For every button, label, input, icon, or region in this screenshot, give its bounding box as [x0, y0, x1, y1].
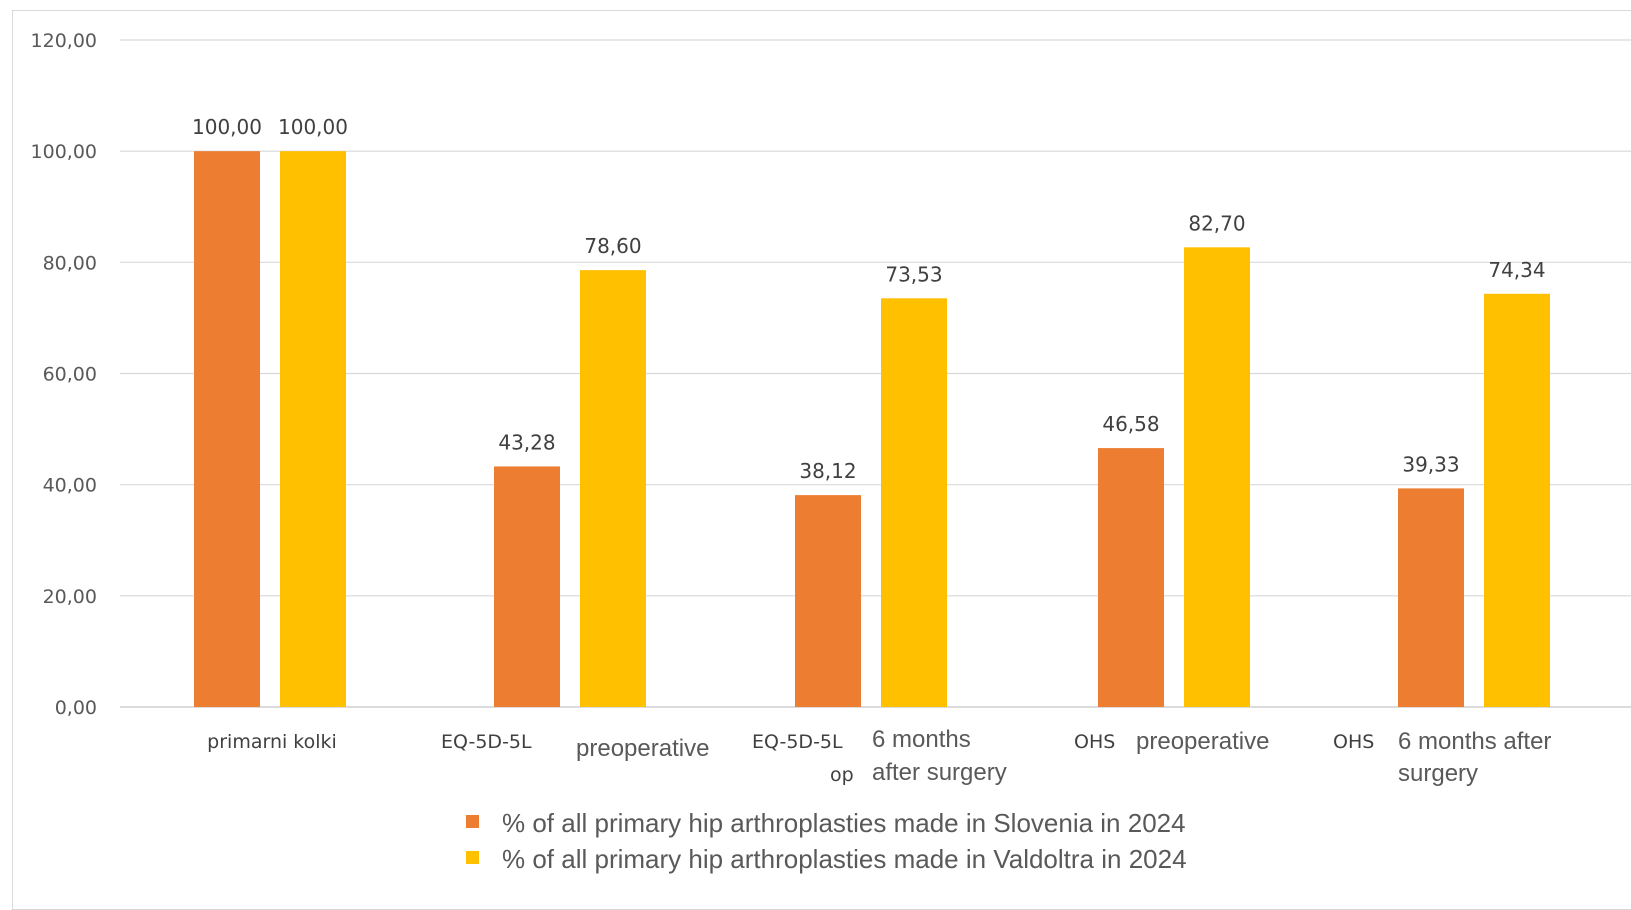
legend-label: % of all primary hip arthroplasties made…: [502, 808, 1186, 838]
bar-slovenia: [494, 466, 560, 707]
legend: % of all primary hip arthroplasties made…: [466, 808, 1187, 874]
data-label: 73,53: [885, 262, 942, 286]
y-tick-label: 60,00: [43, 364, 97, 386]
bar-valdoltra: [881, 298, 947, 707]
category-sublabel: surgery: [1398, 760, 1478, 787]
legend-label: % of all primary hip arthroplasties made…: [502, 844, 1187, 874]
y-tick-label: 20,00: [43, 586, 97, 608]
data-label: 43,28: [498, 430, 555, 454]
category-sublabel: preoperative: [1136, 728, 1269, 755]
bar-valdoltra: [1184, 247, 1250, 707]
gridlines: [120, 39, 1631, 708]
y-tick-label: 80,00: [43, 252, 97, 274]
legend-swatch: [466, 851, 479, 864]
bar-valdoltra: [1484, 293, 1550, 707]
category-sublabel: after surgery: [872, 759, 1007, 786]
data-label: 78,60: [584, 234, 641, 258]
category-sublabel: 6 months after: [1398, 728, 1551, 755]
y-tick-label: 0,00: [55, 697, 97, 719]
bar-slovenia: [194, 151, 260, 707]
bar-slovenia: [1398, 488, 1464, 707]
data-label: 82,70: [1188, 211, 1245, 235]
category-label: op: [830, 764, 854, 786]
data-label: 74,34: [1488, 258, 1545, 282]
y-tick-label: 40,00: [43, 475, 97, 497]
bar-slovenia: [1098, 448, 1164, 707]
category-sublabel: 6 months: [872, 726, 971, 753]
data-label: 39,33: [1402, 452, 1459, 476]
bar-valdoltra: [280, 151, 346, 707]
category-sublabel: preoperative: [576, 735, 709, 762]
data-label: 100,00: [192, 115, 262, 139]
category-label: OHS: [1074, 731, 1115, 753]
x-axis-categories: primarni kolki EQ-5D-5L preoperative EQ-5D-…: [207, 726, 1551, 787]
data-labels: 100,00 43,28 38,12 46,58 39,33 100,00 78,60 73,…: [192, 115, 1546, 483]
y-tick-label: 100,00: [31, 141, 97, 163]
data-label: 38,12: [799, 459, 856, 483]
bar-slovenia: [795, 495, 861, 707]
data-label: 100,00: [278, 115, 348, 139]
category-label: EQ-5D-5L: [441, 731, 532, 753]
y-axis: 0,00 20,00 40,00 60,00 80,00 100,00 120,00: [31, 30, 97, 719]
legend-swatch: [466, 815, 479, 828]
y-tick-label: 120,00: [31, 30, 97, 52]
category-label: primarni kolki: [207, 731, 337, 753]
bars: [194, 151, 1550, 707]
bar-valdoltra: [580, 270, 646, 707]
category-label: EQ-5D-5L: [752, 731, 843, 753]
category-label: OHS: [1333, 731, 1374, 753]
data-label: 46,58: [1102, 412, 1159, 436]
